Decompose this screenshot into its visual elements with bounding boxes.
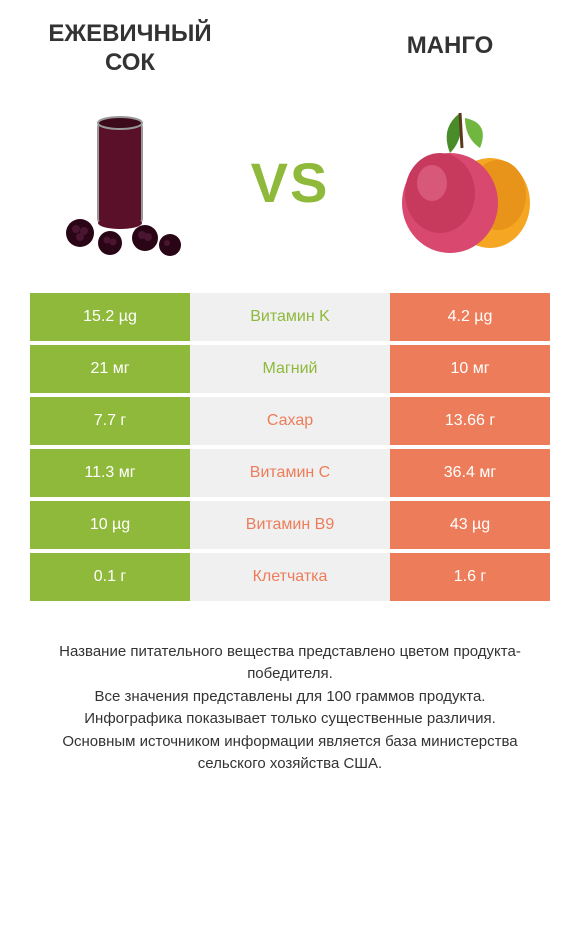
right-product-title: МАНГО (350, 32, 550, 61)
nutrient-label: Клетчатка (190, 553, 390, 601)
table-row: 15.2 µgВитамин K4.2 µg (30, 293, 550, 341)
nutrient-label: Витамин C (190, 449, 390, 497)
footer-line: Все значения представлены для 100 граммо… (30, 686, 550, 709)
table-row: 0.1 гКлетчатка1.6 г (30, 553, 550, 601)
nutrient-label: Сахар (190, 397, 390, 445)
left-product-title: ЕЖЕВИЧНЫЙ СОК (30, 20, 230, 78)
table-row: 10 µgВитамин B943 µg (30, 501, 550, 549)
left-value: 10 µg (30, 501, 190, 549)
header: ЕЖЕВИЧНЫЙ СОК МАНГО (30, 20, 550, 78)
right-value: 13.66 г (390, 397, 550, 445)
nutrition-table: 15.2 µgВитамин K4.2 µg21 мгМагний10 мг7.… (30, 293, 550, 601)
footer-notes: Название питательного вещества представл… (30, 641, 550, 776)
right-value: 43 µg (390, 501, 550, 549)
footer-line: Инфографика показывает только существенн… (30, 708, 550, 731)
right-value: 4.2 µg (390, 293, 550, 341)
left-value: 7.7 г (30, 397, 190, 445)
table-row: 7.7 гСахар13.66 г (30, 397, 550, 445)
vs-label: VS (251, 150, 330, 215)
table-row: 11.3 мгВитамин C36.4 мг (30, 449, 550, 497)
footer-line: Название питательного вещества представл… (30, 641, 550, 686)
footer-line: Основным источником информации является … (30, 731, 550, 776)
left-product-image (30, 93, 210, 273)
nutrient-label: Витамин K (190, 293, 390, 341)
right-value: 10 мг (390, 345, 550, 393)
right-product-image (370, 93, 550, 273)
nutrient-label: Витамин B9 (190, 501, 390, 549)
left-value: 11.3 мг (30, 449, 190, 497)
left-value: 21 мг (30, 345, 190, 393)
left-value: 15.2 µg (30, 293, 190, 341)
table-row: 21 мгМагний10 мг (30, 345, 550, 393)
nutrient-label: Магний (190, 345, 390, 393)
right-value: 36.4 мг (390, 449, 550, 497)
left-value: 0.1 г (30, 553, 190, 601)
right-value: 1.6 г (390, 553, 550, 601)
images-row: VS (30, 93, 550, 273)
